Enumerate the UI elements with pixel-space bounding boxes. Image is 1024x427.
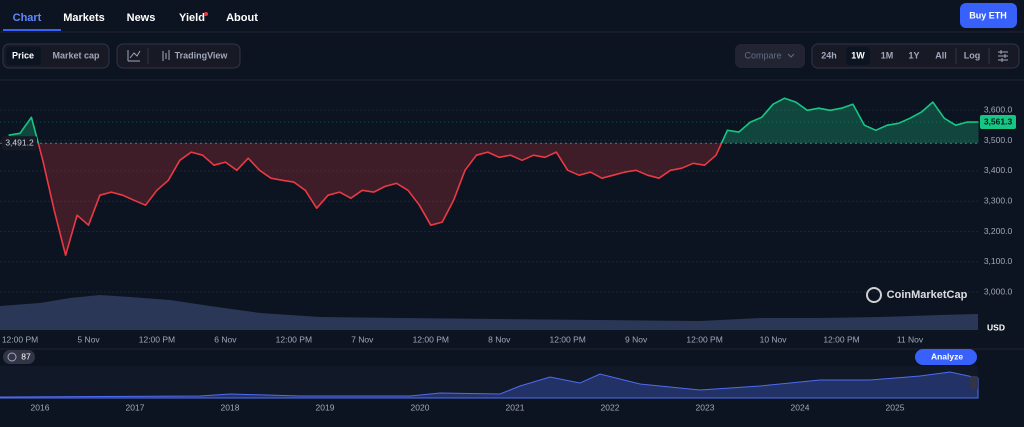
last-price-label: 3,561.3 bbox=[984, 116, 1013, 126]
x-tick-label: 12:00 PM bbox=[413, 334, 449, 344]
buy-button[interactable] bbox=[960, 3, 1017, 28]
candle-icon bbox=[162, 50, 170, 61]
range[interactable]: 1M bbox=[881, 50, 894, 60]
y-tick-label: 3,500.0 bbox=[984, 135, 1013, 145]
range[interactable]: 1Y bbox=[908, 50, 919, 60]
x-tick-label: 11 Nov bbox=[897, 334, 924, 344]
price-area bbox=[8, 98, 979, 256]
year-label: 2024 bbox=[791, 402, 810, 412]
toggle[interactable]: Market cap bbox=[52, 50, 100, 60]
tab[interactable]: News bbox=[127, 12, 156, 24]
baseline-tag bbox=[2, 136, 37, 151]
year-label: 2017 bbox=[126, 402, 145, 412]
line-icon[interactable] bbox=[127, 50, 141, 62]
tab[interactable]: Yield bbox=[179, 12, 205, 24]
x-tick-label: 12:00 PM bbox=[549, 334, 585, 344]
y-tick-label: 3,000.0 bbox=[984, 286, 1013, 296]
y-tick-label: 3,100.0 bbox=[984, 256, 1013, 266]
x-tick-label: 7 Nov bbox=[351, 334, 374, 344]
year-label: 2016 bbox=[31, 402, 50, 412]
badge-icon bbox=[7, 352, 17, 362]
x-tick-label: 5 Nov bbox=[77, 334, 100, 344]
year-axis: 2016 2017 2018 2019 2020 2021 2022 2023 2024 2025 bbox=[31, 402, 905, 412]
range[interactable]: All bbox=[935, 50, 947, 60]
volume-area bbox=[0, 295, 978, 330]
tradingview[interactable]: TradingView bbox=[175, 50, 229, 60]
navigator-line bbox=[0, 371, 979, 399]
settings-icon[interactable] bbox=[998, 50, 1008, 62]
baseline-label: 3,491.2 bbox=[5, 138, 34, 148]
navigator-handle[interactable] bbox=[970, 376, 978, 390]
range[interactable]: 1W bbox=[851, 50, 865, 60]
x-tick-label: 12:00 PM bbox=[139, 334, 175, 344]
year-label: 2021 bbox=[506, 402, 525, 412]
toggle[interactable]: Price bbox=[12, 50, 34, 60]
x-tick-label: 6 Nov bbox=[214, 334, 237, 344]
log-button[interactable]: Log bbox=[964, 50, 981, 60]
dot bbox=[204, 12, 208, 16]
last-price-tag bbox=[980, 115, 1016, 130]
y-tick-label: 3,200.0 bbox=[984, 226, 1013, 236]
x-tick-label: 8 Nov bbox=[488, 334, 511, 344]
tab-underline bbox=[3, 29, 61, 31]
range-active bbox=[846, 47, 870, 65]
y-tick-label: 3,300.0 bbox=[984, 195, 1013, 205]
y-tick-label: 3,400.0 bbox=[984, 165, 1013, 175]
logo bbox=[866, 287, 882, 303]
plot: 3,491.2 3,561.3 bbox=[0, 97, 1016, 256]
year-label: 2019 bbox=[316, 402, 335, 412]
x-tick-label: 12:00 PM bbox=[823, 334, 859, 344]
x-tick-label: 12:00 PM bbox=[2, 334, 38, 344]
tab[interactable]: Chart bbox=[13, 12, 42, 24]
year-label: 2025 bbox=[886, 402, 905, 412]
compare: Compare bbox=[744, 50, 781, 60]
buy-label: Buy ETH bbox=[969, 10, 1007, 20]
grid: 3,000.0 3,100.0 3,200.0 3,300.0 3,400.0 3,500… bbox=[0, 105, 1013, 344]
x-tick-label: 10 Nov bbox=[760, 334, 788, 344]
toggle-active bbox=[6, 47, 41, 65]
y-tick-label: 3,600.0 bbox=[984, 105, 1013, 115]
watermark: CoinMarketCap bbox=[887, 289, 968, 301]
year-label: 2018 bbox=[221, 402, 240, 412]
analyze: Analyze bbox=[931, 351, 963, 361]
year-label: 2020 bbox=[411, 402, 430, 412]
badge-count: 87 bbox=[21, 351, 31, 361]
x-tick-label: 12:00 PM bbox=[686, 334, 722, 344]
x-tick-label: 12:00 PM bbox=[276, 334, 312, 344]
price-line bbox=[8, 97, 979, 256]
tab[interactable]: Markets bbox=[63, 12, 105, 24]
caret bbox=[787, 53, 795, 58]
year-label: 2022 bbox=[601, 402, 620, 412]
axis-unit: USD bbox=[987, 322, 1005, 332]
compare-button[interactable] bbox=[735, 44, 805, 68]
analyze-button[interactable] bbox=[915, 349, 977, 365]
range[interactable]: 24h bbox=[821, 50, 837, 60]
tab[interactable]: About bbox=[226, 12, 258, 24]
x-tick-label: 9 Nov bbox=[625, 334, 648, 344]
year-label: 2023 bbox=[696, 402, 715, 412]
